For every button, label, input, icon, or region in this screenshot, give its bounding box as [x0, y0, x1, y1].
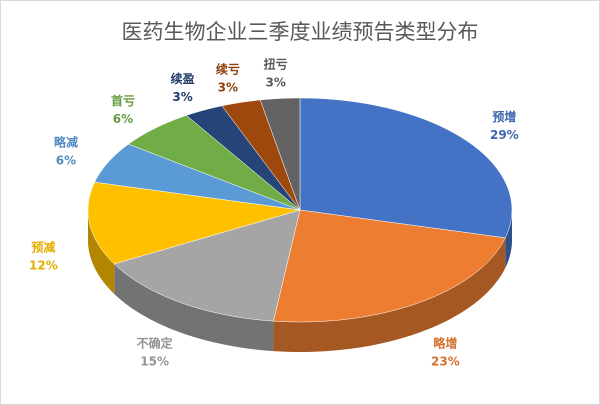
slice [221, 99, 301, 211]
slice [273, 209, 506, 323]
data-label-name: 续盈 [171, 71, 195, 86]
slice [87, 181, 301, 265]
data-label-value: 3% [265, 75, 285, 89]
chart-title: 医药生物企业三季度业绩预告类型分布 [122, 20, 479, 44]
slice [113, 209, 301, 322]
data-label-name: 略减 [54, 134, 78, 149]
data-label-name: 续亏 [216, 61, 240, 76]
slice [259, 97, 301, 211]
data-label-value: 23% [431, 355, 460, 369]
slice-side [273, 237, 506, 352]
slice [299, 97, 513, 239]
data-label-value: 3% [218, 80, 238, 94]
data-label-name: 首亏 [111, 93, 135, 108]
slice [127, 115, 301, 211]
data-label-value: 29% [490, 128, 519, 142]
data-label-name: 预增 [492, 109, 516, 124]
data-label-value: 6% [56, 153, 76, 167]
data-label-name: 不确定 [137, 336, 173, 351]
slice [185, 105, 301, 211]
data-label-value: 12% [29, 259, 58, 273]
slice-side [88, 210, 115, 294]
slice-side [114, 263, 274, 352]
data-label-value: 6% [113, 112, 133, 126]
data-label-value: 15% [140, 355, 169, 369]
data-label-name: 预减 [31, 240, 55, 255]
slice [94, 143, 301, 211]
data-label-value: 3% [172, 90, 192, 104]
data-label-name: 扭亏 [264, 56, 288, 71]
data-label-name: 略增 [433, 336, 457, 351]
